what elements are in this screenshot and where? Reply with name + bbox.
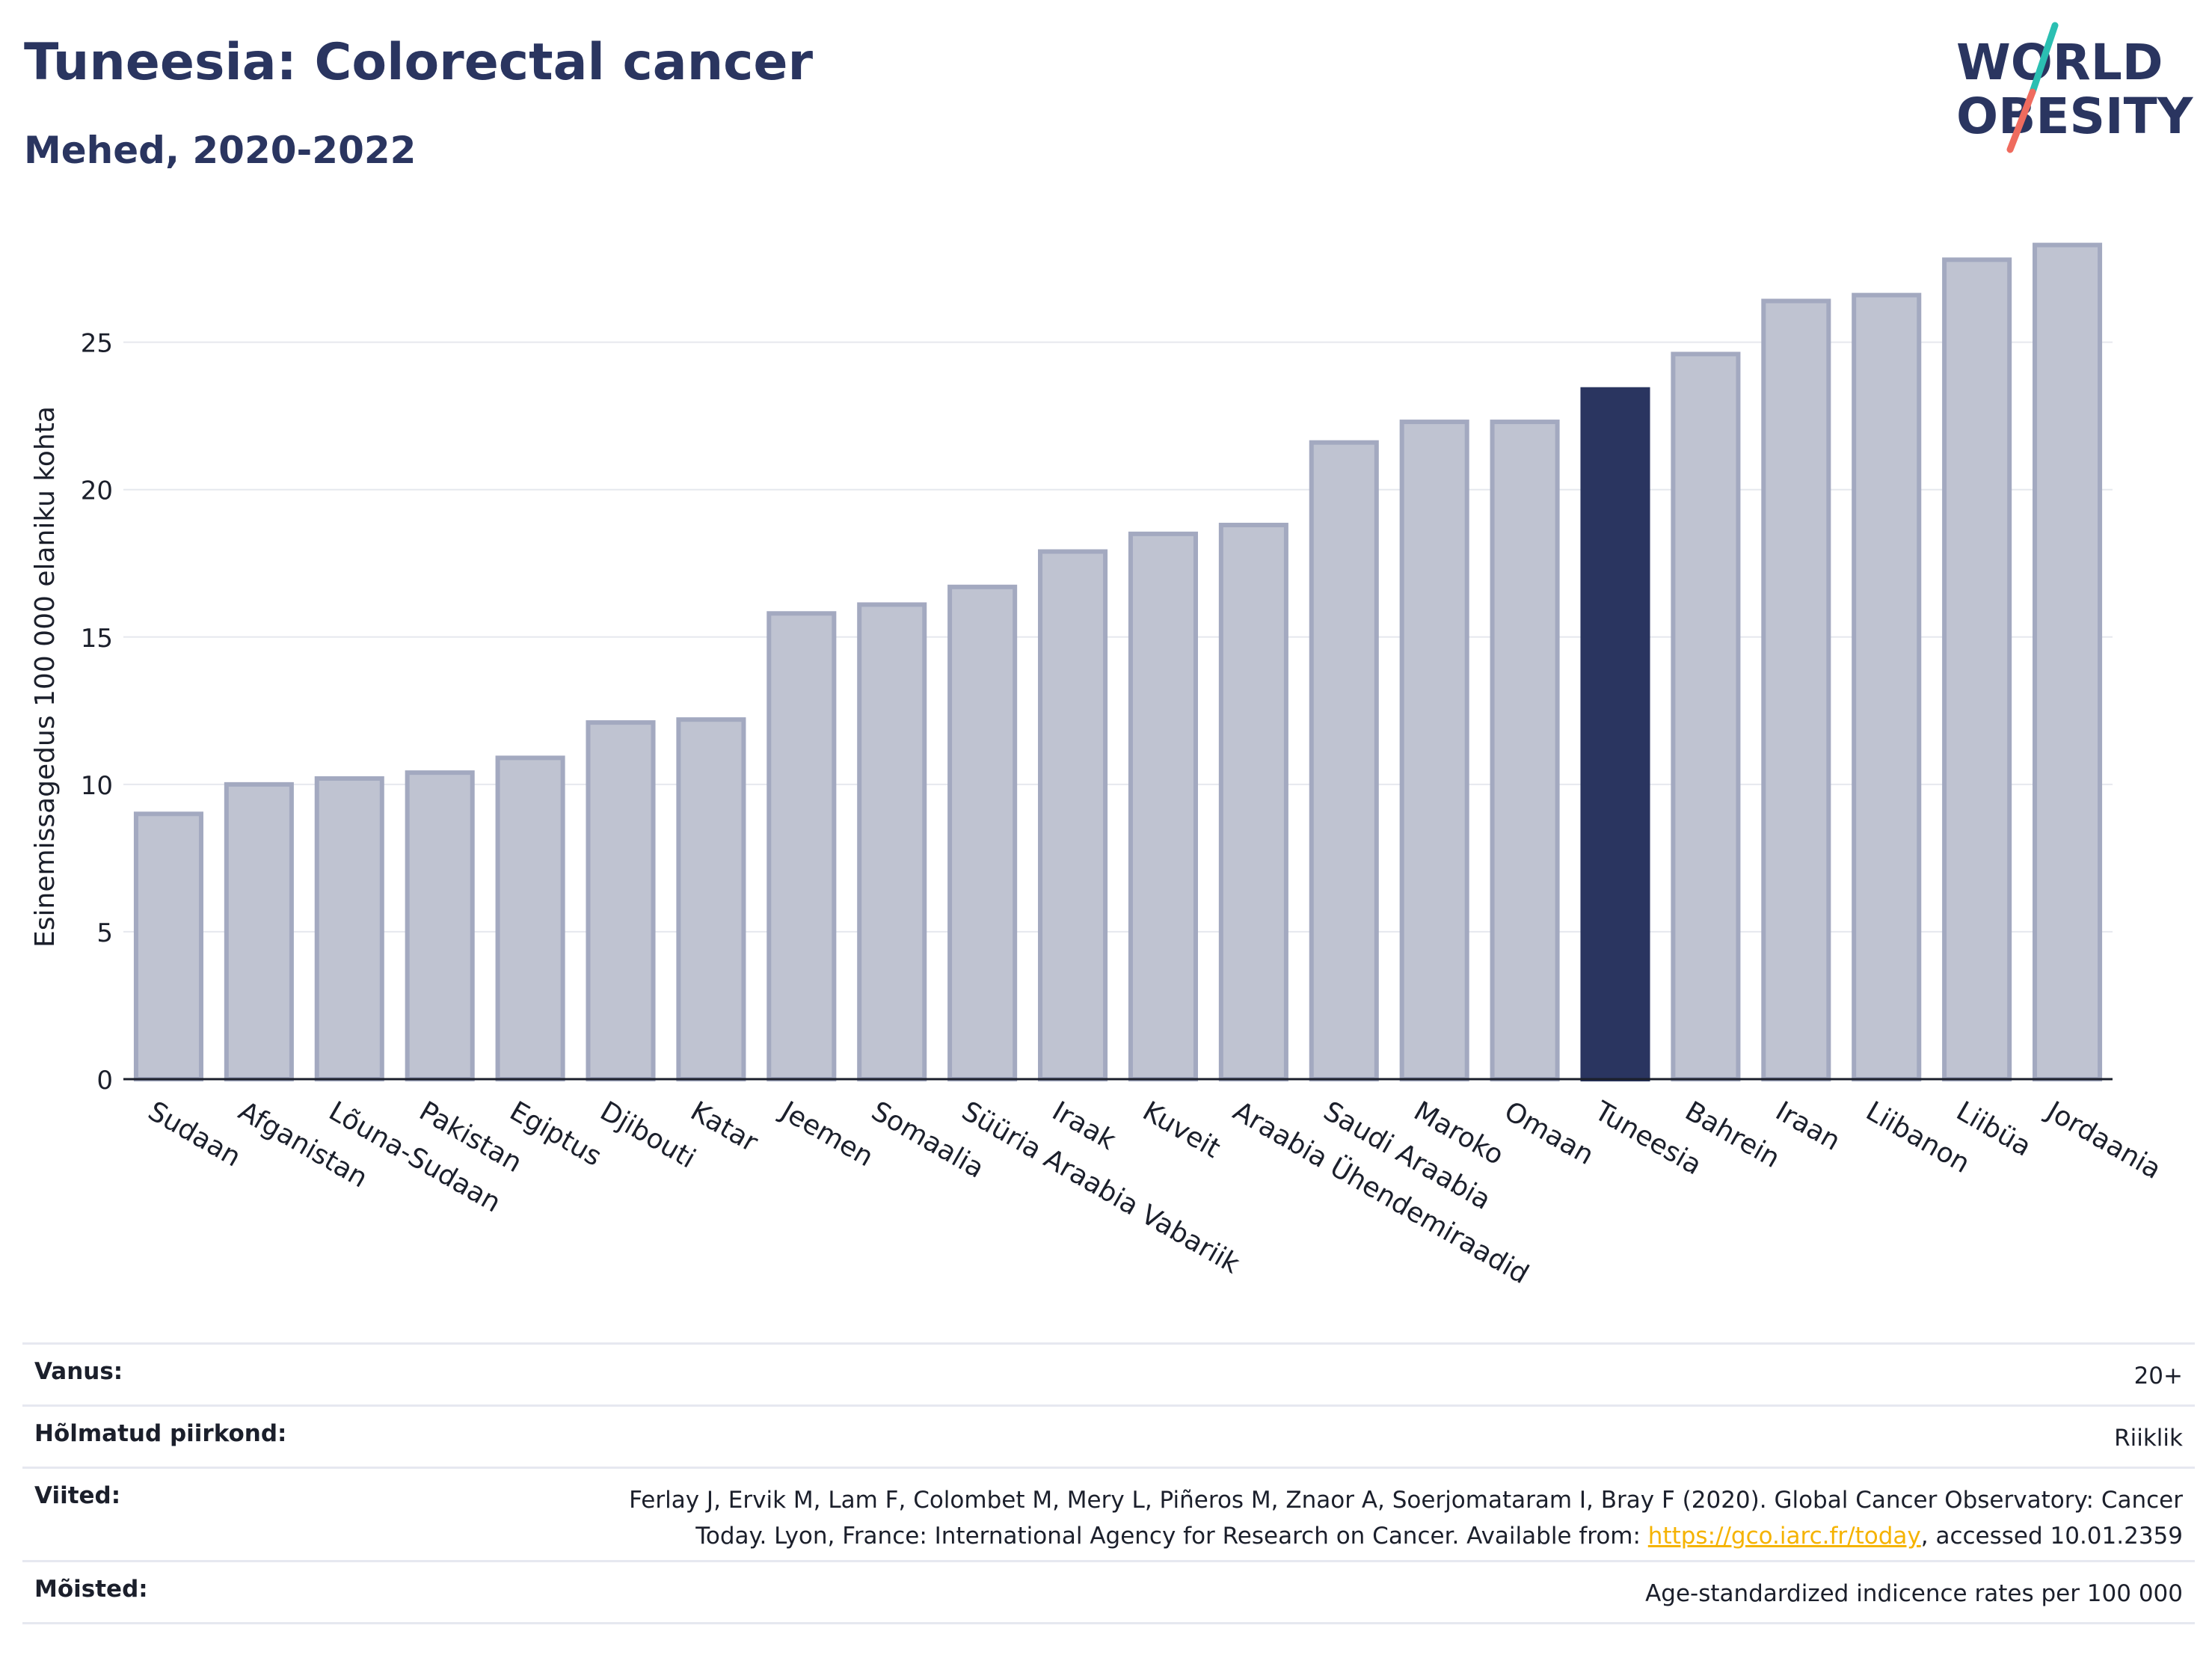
x-tick-label: Kuveit: [1137, 1096, 1226, 1164]
bar-egiptus[interactable]: [495, 755, 565, 1081]
logo-slash-coral: [2006, 88, 2036, 153]
bar-tuneesia[interactable]: [1580, 387, 1650, 1081]
definitions-value: Age-standardized indicence rates per 100…: [1645, 1580, 2183, 1607]
age-value: 20+: [2133, 1363, 2183, 1390]
chart-subtitle: Mehed, 2020-2022: [24, 129, 417, 172]
y-axis-title: Esinemissagedus 100 000 elaniku kohta: [30, 406, 61, 948]
references-value: Ferlay J, Ervik M, Lam F, Colombet M, Me…: [629, 1469, 2195, 1554]
references-line2-pre: Today. Lyon, France: International Agenc…: [695, 1523, 1648, 1550]
bar-kuveit[interactable]: [1128, 531, 1198, 1081]
x-tick-label: Djibouti: [595, 1096, 701, 1174]
bar-liib-a[interactable]: [1942, 257, 2012, 1082]
bar-somaalia[interactable]: [857, 602, 927, 1081]
bar-saudi-araabia[interactable]: [1309, 440, 1379, 1081]
x-tick-label: Jeemen: [775, 1095, 879, 1173]
y-tick-label: 15: [81, 624, 113, 654]
y-tick-label: 5: [96, 918, 113, 948]
region-label: Hõlmatud piirkond:: [34, 1420, 287, 1447]
bar-maroko[interactable]: [1399, 420, 1469, 1081]
y-tick-label: 20: [81, 476, 113, 506]
bar-iraak[interactable]: [1038, 549, 1108, 1081]
info-table: Vanus: 20+ Hõlmatud piirkond: Riiklik Vi…: [22, 1342, 2195, 1624]
chart-title: Tuneesia: Colorectal cancer: [24, 33, 814, 92]
bar-l-una-sudaan[interactable]: [314, 776, 384, 1082]
world-obesity-logo: WORLD OBESITY: [1956, 22, 2194, 153]
bar-s-ria-araabia-vabariik[interactable]: [947, 584, 1018, 1081]
age-label: Vanus:: [34, 1358, 123, 1385]
bar-chart: 0510152025SudaanAfganistanLõuna-SudaanPa…: [30, 242, 2166, 1290]
references-link[interactable]: https://gco.iarc.fr/today: [1647, 1523, 1921, 1550]
bar-sudaan[interactable]: [133, 811, 203, 1082]
x-tick-label: Jordaania: [2040, 1095, 2166, 1185]
y-tick-label: 25: [81, 329, 113, 359]
bar-katar[interactable]: [676, 717, 746, 1081]
bar-omaan[interactable]: [1490, 420, 1560, 1081]
logo-text-obesity: OBESITY: [1956, 87, 2194, 145]
bar-jeemen[interactable]: [766, 611, 837, 1081]
info-row-age: Vanus: 20+: [22, 1342, 2195, 1404]
references-line1: Ferlay J, Ervik M, Lam F, Colombet M, Me…: [629, 1487, 2183, 1514]
region-value: Riiklik: [2114, 1425, 2183, 1452]
bar-bahrein[interactable]: [1671, 351, 1741, 1081]
bar-liibanon[interactable]: [1852, 292, 1922, 1081]
logo-text-world: WORLD: [1956, 34, 2163, 91]
references-line2-post: , accessed 10.01.2359: [1920, 1523, 2183, 1550]
y-tick-label: 0: [96, 1066, 113, 1096]
info-row-definitions: Mõisted: Age-standardized indicence rate…: [22, 1560, 2195, 1624]
info-row-region: Hõlmatud piirkond: Riiklik: [22, 1404, 2195, 1467]
x-tick-label: Omaan: [1499, 1096, 1599, 1171]
logo-slash-teal: [2029, 22, 2059, 96]
bar-araabia-hendemiraadid[interactable]: [1218, 523, 1288, 1081]
bar-pakistan[interactable]: [405, 770, 475, 1081]
bar-djibouti[interactable]: [586, 720, 656, 1081]
definitions-label: Mõisted:: [34, 1576, 148, 1603]
info-row-references: Viited: Ferlay J, Ervik M, Lam F, Colomb…: [22, 1467, 2195, 1560]
x-tick-label: Sudaan: [143, 1096, 246, 1173]
bar-iraan[interactable]: [1761, 298, 1831, 1082]
references-label: Viited:: [34, 1482, 121, 1509]
bar-jordaania[interactable]: [2033, 242, 2103, 1082]
x-tick-label: Liibanon: [1861, 1096, 1975, 1179]
y-tick-label: 10: [81, 771, 113, 801]
bar-afganistan[interactable]: [224, 782, 294, 1081]
